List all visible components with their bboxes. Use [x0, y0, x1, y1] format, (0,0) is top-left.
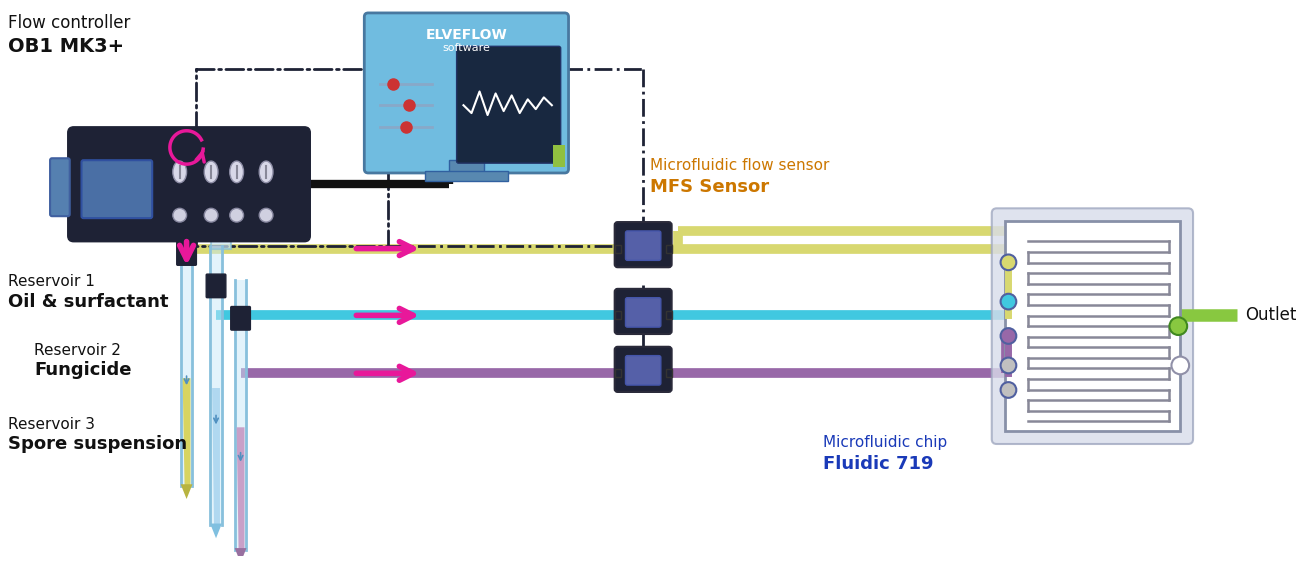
- Polygon shape: [211, 523, 222, 538]
- FancyBboxPatch shape: [211, 246, 222, 526]
- FancyBboxPatch shape: [615, 289, 672, 334]
- FancyBboxPatch shape: [625, 356, 660, 385]
- FancyBboxPatch shape: [231, 306, 251, 330]
- Text: Outlet: Outlet: [1245, 306, 1296, 324]
- FancyBboxPatch shape: [615, 347, 672, 392]
- FancyBboxPatch shape: [177, 242, 196, 265]
- FancyBboxPatch shape: [1005, 221, 1180, 431]
- Bar: [615, 311, 620, 319]
- Bar: [666, 245, 672, 252]
- Text: OB1 MK3+: OB1 MK3+: [8, 37, 123, 56]
- Polygon shape: [182, 378, 191, 488]
- Polygon shape: [212, 388, 220, 527]
- Text: Fluidic 719: Fluidic 719: [823, 454, 933, 472]
- Ellipse shape: [230, 161, 243, 183]
- Circle shape: [1171, 357, 1190, 374]
- Polygon shape: [235, 548, 247, 561]
- Polygon shape: [181, 484, 192, 499]
- Circle shape: [1170, 318, 1187, 335]
- Text: ELVEFLOW: ELVEFLOW: [425, 27, 507, 42]
- FancyBboxPatch shape: [207, 274, 226, 298]
- Bar: [666, 311, 672, 319]
- Ellipse shape: [204, 161, 218, 183]
- Circle shape: [1001, 255, 1017, 270]
- FancyBboxPatch shape: [51, 158, 70, 216]
- Circle shape: [259, 208, 273, 222]
- Text: Microfluidic chip: Microfluidic chip: [823, 435, 948, 449]
- Text: Fungicide: Fungicide: [34, 361, 131, 379]
- Circle shape: [230, 208, 243, 222]
- Text: Microfluidic flow sensor: Microfluidic flow sensor: [650, 158, 829, 173]
- FancyBboxPatch shape: [68, 127, 311, 242]
- Bar: [615, 369, 620, 377]
- FancyBboxPatch shape: [364, 13, 568, 173]
- FancyBboxPatch shape: [625, 231, 660, 260]
- FancyBboxPatch shape: [615, 222, 672, 267]
- Text: Reservoir 3: Reservoir 3: [8, 417, 95, 432]
- FancyBboxPatch shape: [625, 298, 660, 327]
- FancyBboxPatch shape: [552, 145, 564, 167]
- Circle shape: [173, 208, 187, 222]
- Text: MFS Sensor: MFS Sensor: [650, 178, 770, 196]
- Text: Spore suspension: Spore suspension: [8, 435, 187, 453]
- Ellipse shape: [173, 161, 187, 183]
- FancyBboxPatch shape: [211, 139, 231, 249]
- FancyBboxPatch shape: [181, 246, 192, 486]
- Text: Oil & surfactant: Oil & surfactant: [8, 293, 169, 311]
- Polygon shape: [237, 427, 244, 552]
- FancyBboxPatch shape: [235, 280, 247, 550]
- Bar: [615, 245, 620, 252]
- Circle shape: [1001, 357, 1017, 373]
- Text: Reservoir 2: Reservoir 2: [34, 343, 121, 358]
- FancyBboxPatch shape: [456, 47, 560, 163]
- Bar: [666, 369, 672, 377]
- FancyBboxPatch shape: [425, 171, 508, 181]
- Circle shape: [1001, 294, 1017, 310]
- Text: Flow controller: Flow controller: [8, 13, 130, 32]
- Circle shape: [204, 208, 218, 222]
- FancyBboxPatch shape: [448, 160, 484, 172]
- Ellipse shape: [259, 161, 273, 183]
- FancyBboxPatch shape: [82, 160, 152, 218]
- Text: software: software: [442, 43, 490, 53]
- Circle shape: [1001, 382, 1017, 398]
- Text: Reservoir 1: Reservoir 1: [8, 274, 95, 289]
- FancyBboxPatch shape: [992, 208, 1193, 444]
- Circle shape: [1001, 328, 1017, 344]
